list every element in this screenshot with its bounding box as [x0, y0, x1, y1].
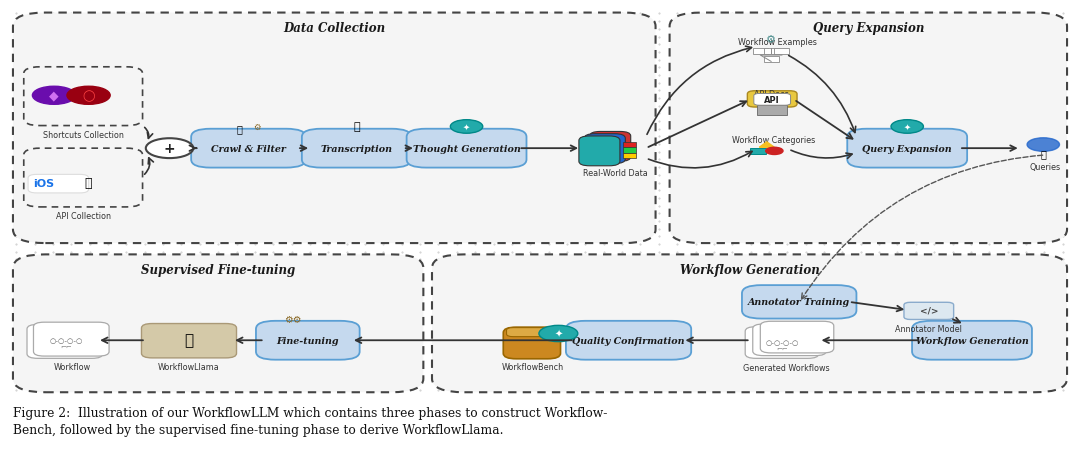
FancyBboxPatch shape — [28, 175, 89, 193]
Text: Workflow Categories: Workflow Categories — [731, 135, 815, 144]
FancyBboxPatch shape — [27, 325, 103, 359]
Circle shape — [32, 87, 76, 105]
Text: Query Expansion: Query Expansion — [812, 22, 924, 35]
Text: ✦: ✦ — [463, 123, 470, 132]
Polygon shape — [759, 143, 774, 148]
FancyBboxPatch shape — [579, 137, 620, 166]
Text: Data Collection: Data Collection — [283, 22, 386, 35]
FancyBboxPatch shape — [774, 49, 789, 55]
Text: </>: </> — [919, 306, 939, 315]
Text: ◯: ◯ — [82, 90, 95, 102]
Text: Queries: Queries — [1030, 162, 1061, 171]
Text: ○-○-○-○: ○-○-○-○ — [766, 339, 798, 345]
FancyBboxPatch shape — [742, 285, 856, 319]
Text: Figure 2:  Illustration of our WorkflowLLM which contains three phases to constr: Figure 2: Illustration of our WorkflowLL… — [13, 406, 607, 419]
Text: ⚙: ⚙ — [766, 35, 777, 45]
Text: API Collection: API Collection — [56, 212, 110, 221]
FancyBboxPatch shape — [24, 68, 143, 126]
FancyBboxPatch shape — [764, 57, 779, 63]
Text: WorkflowBench: WorkflowBench — [501, 362, 564, 371]
Text: Workflow Examples: Workflow Examples — [738, 38, 818, 47]
FancyBboxPatch shape — [503, 327, 561, 359]
FancyBboxPatch shape — [24, 149, 143, 207]
Text: ⚙⚙: ⚙⚙ — [284, 314, 301, 324]
Text: Real-World Data: Real-World Data — [583, 169, 648, 178]
Text: Crawl & Filter: Crawl & Filter — [211, 144, 286, 153]
Text: 🕷: 🕷 — [237, 124, 243, 133]
Text: Quality Confirmation: Quality Confirmation — [572, 336, 685, 345]
Text: Supervised Fine-tuning: Supervised Fine-tuning — [141, 263, 295, 276]
Text: Transcription: Transcription — [321, 144, 392, 153]
FancyBboxPatch shape — [566, 321, 691, 360]
Text: Generated Workflows: Generated Workflows — [743, 363, 829, 372]
Text: 🔍: 🔍 — [1040, 149, 1047, 159]
Text: Bench, followed by the supervised fine-tuning phase to derive WorkflowLlama.: Bench, followed by the supervised fine-t… — [13, 423, 503, 436]
Text: iOS: iOS — [32, 179, 54, 189]
Text: Annotator Training: Annotator Training — [748, 298, 850, 307]
Text: Workflow Generation: Workflow Generation — [679, 263, 820, 276]
Text: ○-○-○-○: ○-○-○-○ — [50, 337, 82, 344]
FancyBboxPatch shape — [753, 49, 768, 55]
FancyBboxPatch shape — [753, 324, 826, 356]
FancyBboxPatch shape — [904, 303, 954, 320]
Text: ✦: ✦ — [554, 329, 563, 339]
Text: 🤖: 🤖 — [185, 332, 193, 347]
Circle shape — [766, 148, 783, 155]
Text: Fine-tuning: Fine-tuning — [276, 336, 339, 345]
FancyBboxPatch shape — [623, 153, 636, 159]
FancyBboxPatch shape — [913, 321, 1032, 360]
Text: ⌐⌐: ⌐⌐ — [60, 343, 71, 350]
FancyBboxPatch shape — [745, 327, 819, 359]
FancyBboxPatch shape — [847, 129, 968, 168]
Text: API: API — [765, 96, 780, 105]
Circle shape — [450, 120, 483, 134]
FancyBboxPatch shape — [590, 132, 631, 162]
Text: 🐍: 🐍 — [353, 122, 360, 132]
FancyBboxPatch shape — [584, 134, 625, 164]
FancyBboxPatch shape — [432, 255, 1067, 392]
Circle shape — [539, 326, 578, 342]
Circle shape — [67, 87, 110, 105]
FancyBboxPatch shape — [406, 129, 527, 168]
FancyBboxPatch shape — [141, 324, 237, 358]
Text: WorkflowLlama: WorkflowLlama — [158, 362, 220, 371]
Text: Query Expansion: Query Expansion — [863, 144, 951, 153]
Text: Workflow: Workflow — [54, 362, 91, 371]
Text: Workflow Generation: Workflow Generation — [916, 336, 1028, 345]
FancyBboxPatch shape — [191, 129, 306, 168]
Circle shape — [1027, 138, 1059, 152]
FancyBboxPatch shape — [750, 148, 766, 155]
Text: ◆: ◆ — [50, 90, 58, 102]
FancyBboxPatch shape — [256, 321, 360, 360]
FancyBboxPatch shape — [670, 14, 1067, 244]
Circle shape — [891, 120, 923, 134]
Text: API Docs: API Docs — [754, 90, 788, 99]
FancyBboxPatch shape — [623, 148, 636, 153]
FancyBboxPatch shape — [757, 106, 787, 115]
FancyBboxPatch shape — [747, 92, 797, 108]
Circle shape — [146, 139, 193, 159]
FancyBboxPatch shape — [33, 322, 109, 356]
Text: ✦: ✦ — [904, 123, 910, 132]
Text: ⚙: ⚙ — [254, 123, 260, 132]
Text: Shortcuts Collection: Shortcuts Collection — [43, 131, 123, 140]
FancyBboxPatch shape — [302, 129, 411, 168]
Text: Annotator Model: Annotator Model — [895, 324, 962, 333]
FancyBboxPatch shape — [754, 94, 791, 106]
Text: +: + — [164, 142, 175, 156]
FancyBboxPatch shape — [13, 14, 656, 244]
FancyBboxPatch shape — [13, 255, 423, 392]
FancyBboxPatch shape — [623, 143, 636, 148]
FancyBboxPatch shape — [507, 328, 557, 337]
Text: Thought Generation: Thought Generation — [413, 144, 521, 153]
FancyBboxPatch shape — [764, 49, 779, 55]
Text: ⌐⌐: ⌐⌐ — [777, 345, 787, 351]
Text: 🖥: 🖥 — [85, 177, 92, 190]
FancyBboxPatch shape — [760, 322, 834, 353]
